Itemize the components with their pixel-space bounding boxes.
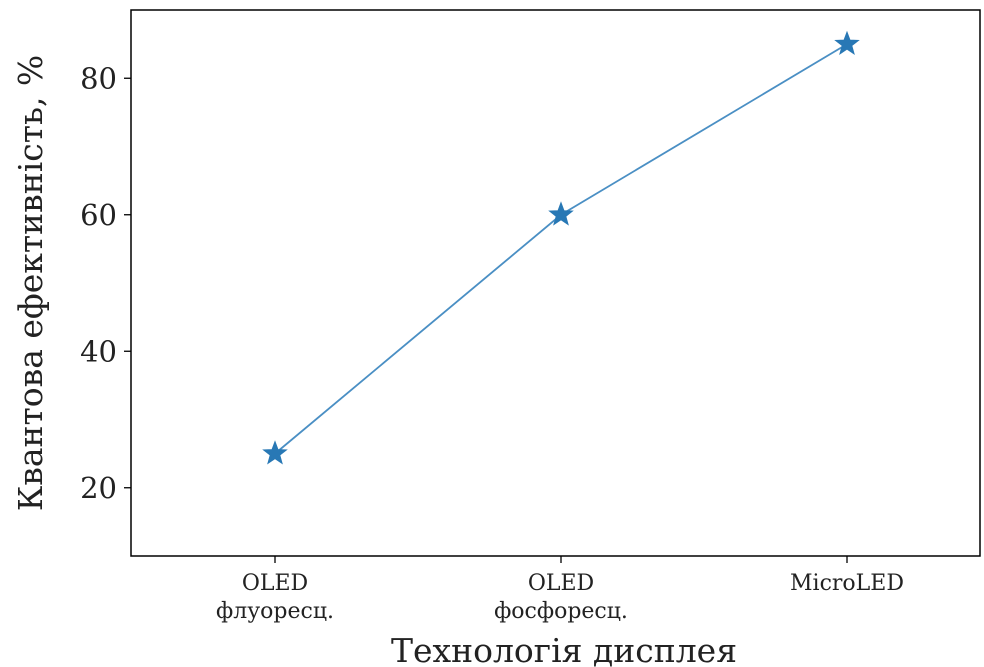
plot-frame: [130, 9, 981, 557]
x-tick-label: MicroLED: [790, 571, 904, 596]
x-tick-label: OLED: [528, 571, 594, 596]
y-tick-label: 40: [80, 334, 117, 368]
x-tick-label: OLED: [242, 571, 308, 596]
data-point-star-marker: [262, 440, 288, 465]
y-axis-label: Квантова ефективність, %: [11, 55, 50, 512]
data-point-star-marker: [548, 201, 574, 226]
x-axis-ticks: OLED флуоресц. OLED фосфоресц. MicroLED: [216, 556, 904, 624]
series-line: [274, 43, 848, 455]
x-tick-label: фосфоресц.: [494, 599, 628, 624]
data-point-star-marker: [834, 30, 860, 55]
series-markers: [262, 30, 860, 465]
y-tick-label: 80: [80, 61, 117, 95]
y-tick-label: 20: [80, 471, 117, 505]
y-axis-ticks: 20 40 60 80: [80, 61, 131, 505]
y-tick-label: 60: [80, 198, 117, 232]
x-tick-label: флуоресц.: [216, 599, 334, 624]
x-axis-label: Технологія дисплея: [391, 631, 737, 667]
